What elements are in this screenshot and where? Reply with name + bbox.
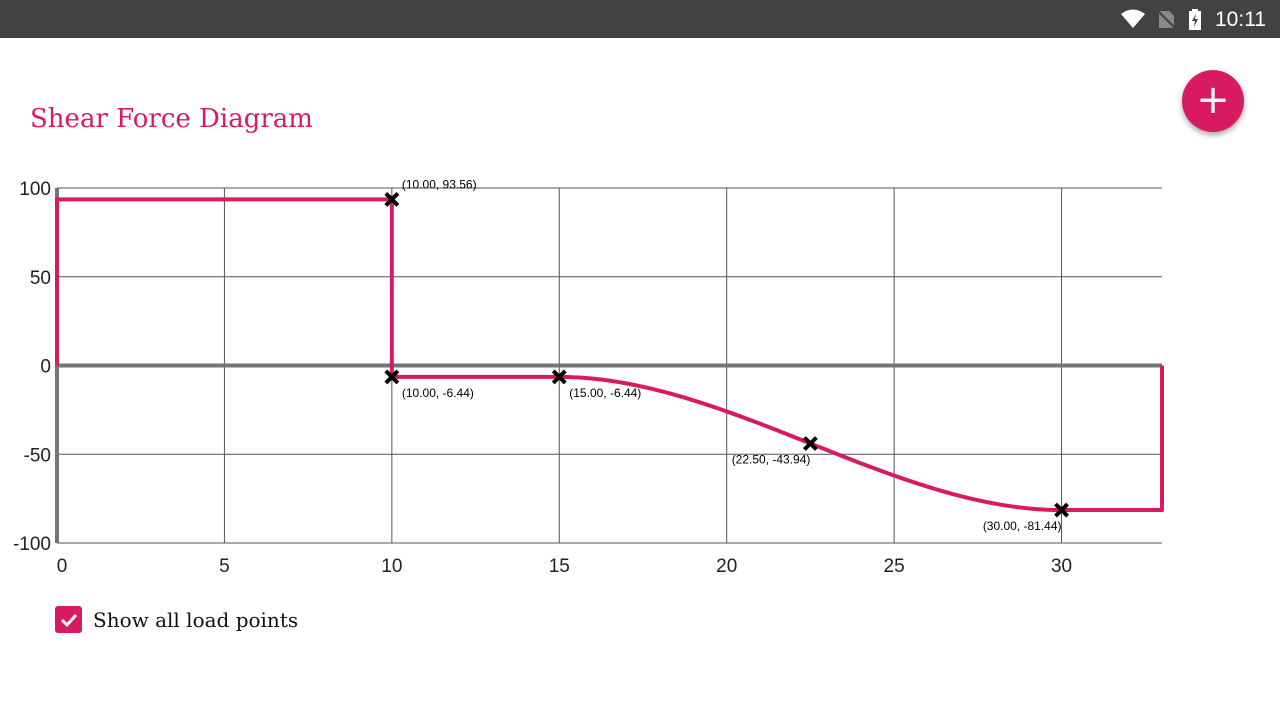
x-tick-label: 20 xyxy=(716,556,737,577)
load-point-label: (15.00, -6.44) xyxy=(569,386,641,400)
x-tick-label: 0 xyxy=(57,556,68,577)
x-tick-label: 30 xyxy=(1051,556,1072,577)
load-point-marker xyxy=(551,369,567,385)
y-tick-label: 0 xyxy=(40,357,51,378)
y-tick-label: 50 xyxy=(30,268,51,289)
x-tick-label: 25 xyxy=(884,556,905,577)
shear-force-chart: 0 5 10 15 20 25 30 100 50 0 -50 -100 (10.00, 93.56) (… xyxy=(13,177,1164,577)
status-bar: 10:11 xyxy=(0,0,1280,38)
plus-icon: + xyxy=(1196,77,1230,123)
load-point-label: (30.00, -81.44) xyxy=(983,519,1062,533)
load-point-label: (22.50, -43.94) xyxy=(732,452,811,466)
no-sim-icon xyxy=(1157,10,1176,29)
load-point-marker xyxy=(802,436,818,451)
page-title: Shear Force Diagram xyxy=(30,104,313,134)
load-point-label: (10.00, -6.44) xyxy=(402,386,474,400)
y-tick-label: -50 xyxy=(24,445,51,466)
checkbox-checked-icon[interactable] xyxy=(55,606,82,633)
y-tick-label: -100 xyxy=(13,534,51,555)
y-tick-label: 100 xyxy=(19,179,51,200)
battery-charging-icon xyxy=(1189,9,1201,30)
load-point-marker xyxy=(384,192,400,207)
shear-force-line xyxy=(55,197,1164,513)
load-point-label: (10.00, 93.56) xyxy=(402,177,477,191)
wifi-icon xyxy=(1121,9,1145,28)
x-tick-label: 15 xyxy=(549,556,570,577)
load-point-marker xyxy=(1054,502,1069,518)
status-time: 10:11 xyxy=(1215,8,1266,31)
load-point-marker xyxy=(384,369,400,385)
add-button[interactable]: + xyxy=(1182,70,1244,132)
x-tick-label: 10 xyxy=(381,556,402,577)
show-all-load-points-checkbox[interactable]: Show all load points xyxy=(55,606,298,633)
x-tick-label: 5 xyxy=(219,556,230,577)
checkbox-label: Show all load points xyxy=(93,607,299,632)
